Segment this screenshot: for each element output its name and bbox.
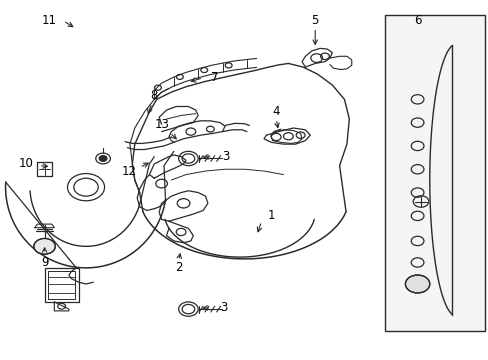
Text: 10: 10 (19, 157, 34, 170)
Text: 12: 12 (121, 165, 136, 177)
Text: 7: 7 (211, 71, 219, 84)
Circle shape (99, 156, 107, 161)
Text: 11: 11 (42, 14, 57, 27)
Bar (384, 15, 484, 330)
Text: 8: 8 (150, 89, 158, 102)
Text: 3: 3 (220, 301, 227, 314)
Circle shape (405, 275, 429, 293)
Text: 4: 4 (272, 105, 279, 118)
Text: 3: 3 (222, 150, 229, 163)
Text: 2: 2 (175, 261, 182, 274)
Text: 1: 1 (267, 210, 275, 222)
Text: 13: 13 (155, 118, 170, 131)
Circle shape (34, 238, 55, 254)
Text: 9: 9 (41, 256, 48, 269)
Text: 6: 6 (413, 14, 421, 27)
Text: 5: 5 (311, 14, 318, 27)
